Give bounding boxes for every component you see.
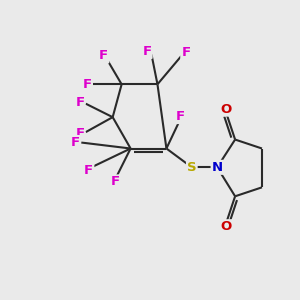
Text: F: F — [75, 96, 84, 109]
Text: F: F — [176, 110, 185, 123]
Text: F: F — [71, 136, 80, 149]
Text: F: F — [84, 164, 93, 176]
Text: F: F — [83, 78, 92, 91]
Text: F: F — [99, 50, 108, 62]
Text: F: F — [111, 176, 120, 188]
Text: F: F — [142, 45, 152, 58]
Text: O: O — [220, 103, 232, 116]
Text: O: O — [220, 220, 232, 233]
Text: N: N — [212, 161, 223, 174]
Text: F: F — [181, 46, 190, 59]
Text: F: F — [75, 127, 84, 140]
Text: S: S — [187, 161, 196, 174]
